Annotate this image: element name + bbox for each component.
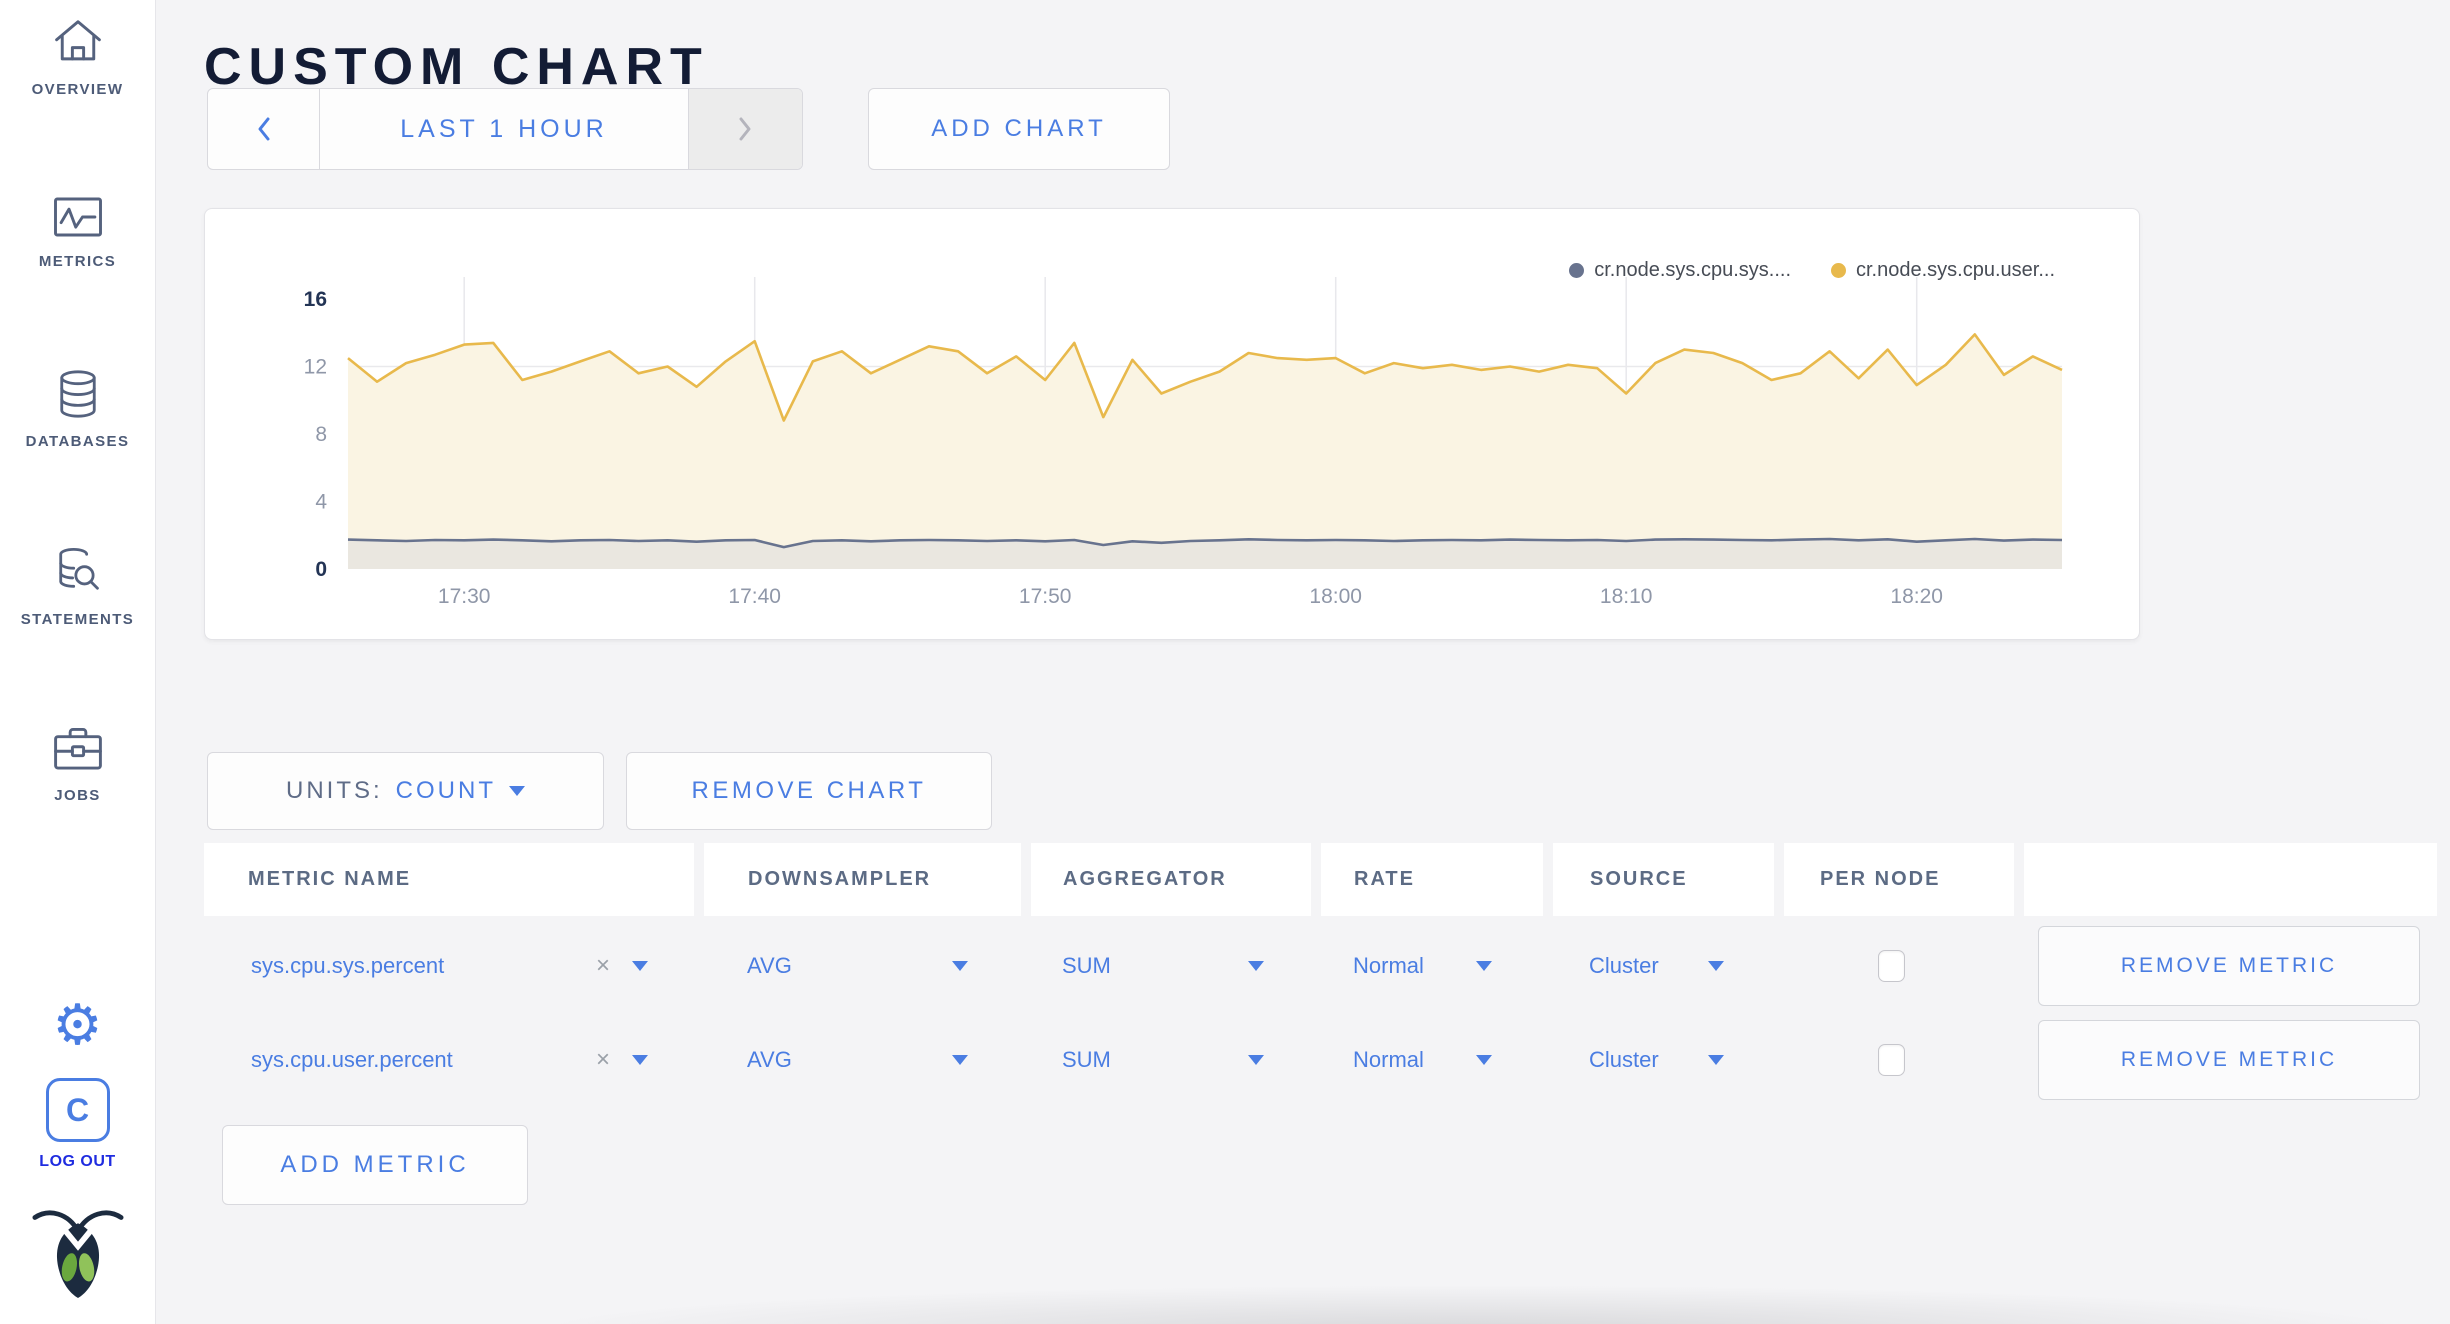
- home-icon: [54, 20, 101, 61]
- cockroach-bug-icon: [31, 1210, 124, 1298]
- remove-chart-button[interactable]: REMOVE CHART: [626, 752, 992, 830]
- legend-item-sys[interactable]: cr.node.sys.cpu.sys....: [1569, 259, 1791, 282]
- sidebar-item-label: STATEMENTS: [20, 611, 135, 628]
- remove-metric-button[interactable]: REMOVE METRIC: [2038, 926, 2420, 1006]
- add-metric-button[interactable]: ADD METRIC: [222, 1125, 528, 1205]
- column-header-aggregator: AGGREGATOR: [1031, 843, 1311, 916]
- svg-text:0: 0: [315, 558, 327, 581]
- page-bottom-shadow: [280, 1284, 2450, 1324]
- sidebar-item-label: JOBS: [54, 787, 101, 804]
- chart-panel: 17:30 17:40 17:50 18:00 18:10 18:20 0 4 8 12 16 cr…: [204, 208, 2140, 640]
- svg-text:18:00: 18:00: [1309, 585, 1362, 608]
- legend-item-user[interactable]: cr.node.sys.cpu.user...: [1831, 259, 2055, 282]
- metric-name-dropdown[interactable]: sys.cpu.user.percent: [251, 1047, 453, 1072]
- legend-dot-yellow: [1831, 263, 1846, 278]
- chevron-down-icon: [509, 786, 525, 796]
- cockroach-monogram: C: [45, 1078, 110, 1142]
- chevron-down-icon[interactable]: [632, 961, 648, 971]
- time-range-label[interactable]: LAST 1 HOUR: [319, 89, 689, 169]
- sidebar-item-jobs[interactable]: JOBS: [0, 724, 155, 804]
- cockroach-logo: [0, 1206, 155, 1298]
- clear-metric-icon[interactable]: ×: [596, 952, 611, 979]
- jobs-icon: [53, 727, 102, 770]
- chevron-down-icon[interactable]: [952, 961, 968, 971]
- column-header-per-node: PER NODE: [1784, 843, 2014, 916]
- sidebar-item-label: METRICS: [38, 253, 117, 270]
- units-value: COUNT: [395, 777, 496, 804]
- legend-label: cr.node.sys.cpu.sys....: [1594, 259, 1791, 281]
- metrics-icon: [53, 197, 102, 237]
- chevron-down-icon[interactable]: [1248, 1055, 1264, 1065]
- database-icon: [59, 370, 96, 418]
- chart-legend: cr.node.sys.cpu.sys.... cr.node.sys.cpu.…: [1569, 259, 2055, 282]
- svg-text:18:20: 18:20: [1890, 585, 1943, 608]
- svg-text:8: 8: [315, 423, 327, 446]
- chevron-down-icon[interactable]: [1476, 961, 1492, 971]
- chevron-down-icon[interactable]: [1248, 961, 1264, 971]
- sidebar-item-metrics[interactable]: METRICS: [0, 194, 155, 270]
- source-dropdown[interactable]: Cluster: [1589, 1047, 1659, 1072]
- chevron-down-icon[interactable]: [1708, 1055, 1724, 1065]
- table-row: sys.cpu.sys.percent × AVG SUM Normal Clu…: [204, 924, 2437, 1008]
- remove-metric-button[interactable]: REMOVE METRIC: [2038, 1020, 2420, 1100]
- settings-button[interactable]: ⚙: [0, 998, 155, 1054]
- chevron-down-icon[interactable]: [1708, 961, 1724, 971]
- chevron-down-icon[interactable]: [952, 1055, 968, 1065]
- column-header-metric-name: METRIC NAME: [204, 843, 694, 916]
- source-dropdown[interactable]: Cluster: [1589, 953, 1659, 978]
- chevron-right-icon: [739, 117, 751, 141]
- chevron-down-icon[interactable]: [632, 1055, 648, 1065]
- aggregator-dropdown[interactable]: SUM: [1062, 1047, 1111, 1072]
- svg-text:17:40: 17:40: [728, 585, 781, 608]
- column-header-rate: RATE: [1321, 843, 1543, 916]
- svg-text:12: 12: [304, 356, 327, 379]
- downsampler-dropdown[interactable]: AVG: [747, 1047, 792, 1072]
- legend-label: cr.node.sys.cpu.user...: [1856, 259, 2055, 281]
- time-range-prev-button[interactable]: [208, 89, 319, 169]
- chevron-down-icon[interactable]: [1476, 1055, 1492, 1065]
- units-dropdown[interactable]: UNITS: COUNT: [207, 752, 604, 830]
- units-label: UNITS:: [286, 777, 383, 804]
- statements-icon: [58, 547, 99, 590]
- rate-dropdown[interactable]: Normal: [1353, 1047, 1424, 1072]
- sidebar-item-overview[interactable]: OVERVIEW: [0, 16, 155, 98]
- add-chart-button[interactable]: ADD CHART: [868, 88, 1170, 170]
- legend-dot-gray: [1569, 263, 1585, 278]
- chevron-left-icon: [258, 117, 270, 141]
- column-header-downsampler: DOWNSAMPLER: [704, 843, 1021, 916]
- gear-icon: ⚙: [52, 993, 103, 1058]
- column-header-source: SOURCE: [1553, 843, 1774, 916]
- svg-text:16: 16: [304, 288, 327, 311]
- sidebar-item-statements[interactable]: STATEMENTS: [0, 544, 155, 628]
- chart-canvas[interactable]: 17:30 17:40 17:50 18:00 18:10 18:20 0 4 8 12 16: [205, 209, 2139, 639]
- page-title: CUSTOM CHART: [204, 37, 709, 96]
- downsampler-dropdown[interactable]: AVG: [747, 953, 792, 978]
- time-range-next-button[interactable]: [689, 89, 802, 169]
- svg-text:17:30: 17:30: [438, 585, 491, 608]
- svg-text:18:10: 18:10: [1600, 585, 1653, 608]
- clear-metric-icon[interactable]: ×: [596, 1046, 611, 1073]
- logout-label: LOG OUT: [39, 1153, 116, 1170]
- sidebar-item-label: DATABASES: [25, 433, 130, 450]
- sidebar: OVERVIEW METRICS DATABASES: [0, 0, 156, 1324]
- svg-text:4: 4: [315, 491, 327, 514]
- table-row: sys.cpu.user.percent × AVG SUM Normal Cl…: [204, 1018, 2437, 1102]
- per-node-checkbox[interactable]: [1878, 950, 1905, 982]
- aggregator-dropdown[interactable]: SUM: [1062, 953, 1111, 978]
- time-range-selector: LAST 1 HOUR: [207, 88, 803, 170]
- sidebar-item-label: OVERVIEW: [31, 81, 124, 98]
- svg-text:17:50: 17:50: [1019, 585, 1072, 608]
- logout-button[interactable]: C LOG OUT: [0, 1078, 155, 1171]
- per-node-checkbox[interactable]: [1878, 1044, 1905, 1076]
- sidebar-item-databases[interactable]: DATABASES: [0, 368, 155, 450]
- metric-name-dropdown[interactable]: sys.cpu.sys.percent: [251, 953, 445, 978]
- rate-dropdown[interactable]: Normal: [1353, 953, 1424, 978]
- column-header-actions: [2024, 843, 2437, 916]
